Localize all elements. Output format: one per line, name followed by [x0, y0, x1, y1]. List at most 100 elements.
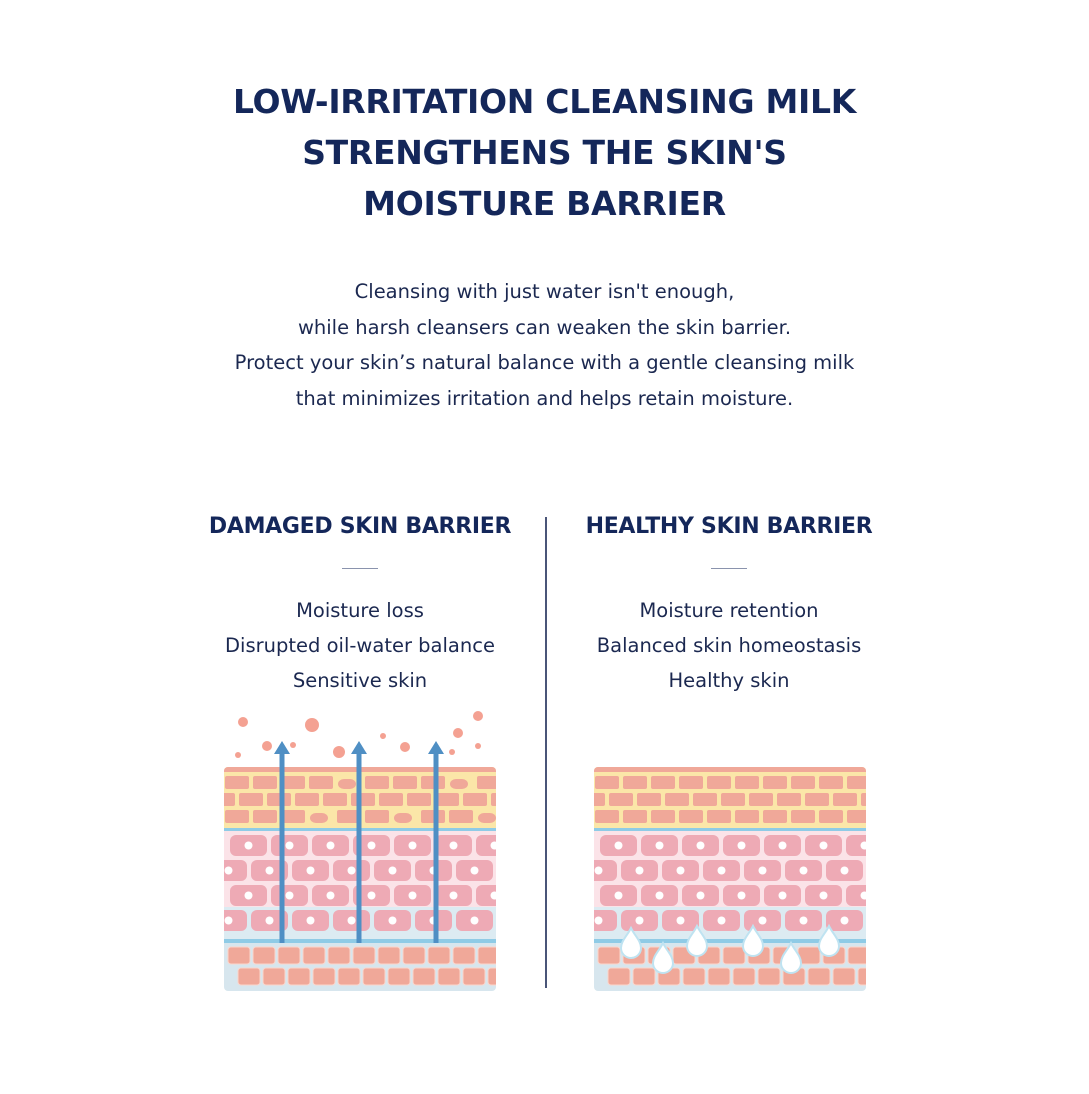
- lipid-brick: [679, 810, 703, 823]
- lipid-brick: [735, 810, 759, 823]
- moisture-particle: [473, 711, 483, 721]
- lipid-brick: [281, 810, 305, 823]
- dermis-brick: [437, 967, 461, 986]
- dermis-brick: [412, 967, 436, 986]
- dermis-brick: [377, 946, 401, 965]
- dermis-brick: [732, 967, 756, 986]
- healthy-item: Healthy skin: [668, 669, 790, 692]
- divider: [342, 568, 378, 569]
- cell-nucleus: [408, 891, 417, 900]
- dermis-brick: [312, 967, 336, 986]
- dermis-brick: [807, 967, 831, 986]
- broken-lipid-brick: [338, 779, 356, 789]
- cell-nucleus: [326, 841, 335, 850]
- dermis-brick: [362, 967, 386, 986]
- healthy-item: Balanced skin homeostasis: [596, 634, 862, 657]
- layer-line: [594, 939, 866, 943]
- dermis-brick: [632, 967, 656, 986]
- lipid-brick: [309, 776, 333, 789]
- moisture-loss-arrow: [279, 752, 285, 943]
- lipid-brick: [637, 793, 661, 806]
- lipid-brick: [463, 793, 487, 806]
- cell-nucleus: [696, 841, 705, 850]
- dermis-brick: [707, 967, 731, 986]
- dermis-brick: [387, 967, 411, 986]
- water-droplet-icon: [817, 923, 841, 957]
- lipid-brick: [337, 810, 361, 823]
- cell-nucleus: [244, 841, 253, 850]
- lipid-brick: [763, 810, 787, 823]
- dermis-brick: [327, 946, 351, 965]
- cell-nucleus: [717, 866, 726, 875]
- lipid-brick: [609, 793, 633, 806]
- lipid-brick: [224, 793, 235, 806]
- cell-nucleus: [819, 891, 828, 900]
- cell-nucleus: [799, 916, 808, 925]
- cell-nucleus: [594, 866, 603, 875]
- dermis-brick: [402, 946, 426, 965]
- cell-nucleus: [614, 841, 623, 850]
- headline-line: MOISTURE BARRIER: [363, 184, 726, 223]
- lipid-brick: [323, 793, 347, 806]
- moisture-particle: [380, 733, 386, 739]
- lipid-brick: [281, 776, 305, 789]
- cell-nucleus: [778, 891, 787, 900]
- dermis-brick: [462, 967, 486, 986]
- moisture-particle: [449, 749, 455, 755]
- skin-cell: [224, 910, 247, 931]
- lipid-brick: [407, 793, 431, 806]
- dermis-brick: [597, 946, 621, 965]
- cell-nucleus: [860, 841, 866, 850]
- headline-line: STRENGTHENS THE SKIN'S: [302, 133, 787, 172]
- cell-nucleus: [347, 916, 356, 925]
- cell-nucleus: [285, 841, 294, 850]
- skin-layers: [594, 767, 866, 991]
- cell-nucleus: [594, 916, 603, 925]
- moisture-particle: [305, 718, 319, 732]
- damaged-item: Disrupted oil-water balance: [225, 634, 495, 657]
- cell-nucleus: [860, 891, 866, 900]
- dermis-brick: [832, 967, 856, 986]
- lipid-brick: [393, 776, 417, 789]
- skin-cell: [846, 885, 866, 906]
- description-line: Protect your skin’s natural balance with…: [234, 351, 855, 374]
- cell-nucleus: [490, 891, 496, 900]
- skin-cell: [594, 860, 617, 881]
- lipid-brick: [594, 793, 605, 806]
- cell-nucleus: [306, 916, 315, 925]
- lipid-brick: [253, 810, 277, 823]
- cell-nucleus: [696, 891, 705, 900]
- cell-nucleus: [655, 891, 664, 900]
- lipid-brick: [267, 793, 291, 806]
- lipid-brick: [707, 810, 731, 823]
- skin-cell: [476, 885, 496, 906]
- lipid-brick: [833, 793, 857, 806]
- dermis-brick: [452, 946, 476, 965]
- dermis-brick: [352, 946, 376, 965]
- moisture-particle: [453, 728, 463, 738]
- skin-cell: [594, 910, 617, 931]
- lipid-brick: [421, 776, 445, 789]
- cell-nucleus: [655, 841, 664, 850]
- lipid-brick: [595, 776, 619, 789]
- moisture-particle: [235, 752, 241, 758]
- column-divider: [545, 517, 547, 988]
- cell-nucleus: [676, 866, 685, 875]
- water-droplet-icon: [685, 923, 709, 957]
- lipid-brick: [421, 810, 445, 823]
- lipid-brick: [449, 810, 473, 823]
- water-droplet-icon: [779, 940, 803, 974]
- lipid-brick: [749, 793, 773, 806]
- moisture-loss-arrow: [433, 752, 439, 943]
- cell-nucleus: [490, 841, 496, 850]
- lipid-brick: [735, 776, 759, 789]
- cell-nucleus: [388, 916, 397, 925]
- dermis-brick: [337, 967, 361, 986]
- lipid-brick: [693, 793, 717, 806]
- water-droplet-icon: [741, 923, 765, 957]
- dermis-brick: [857, 967, 866, 986]
- water-droplet-icon: [651, 940, 675, 974]
- lipid-brick: [253, 776, 277, 789]
- moisture-particle: [475, 743, 481, 749]
- cell-nucleus: [347, 866, 356, 875]
